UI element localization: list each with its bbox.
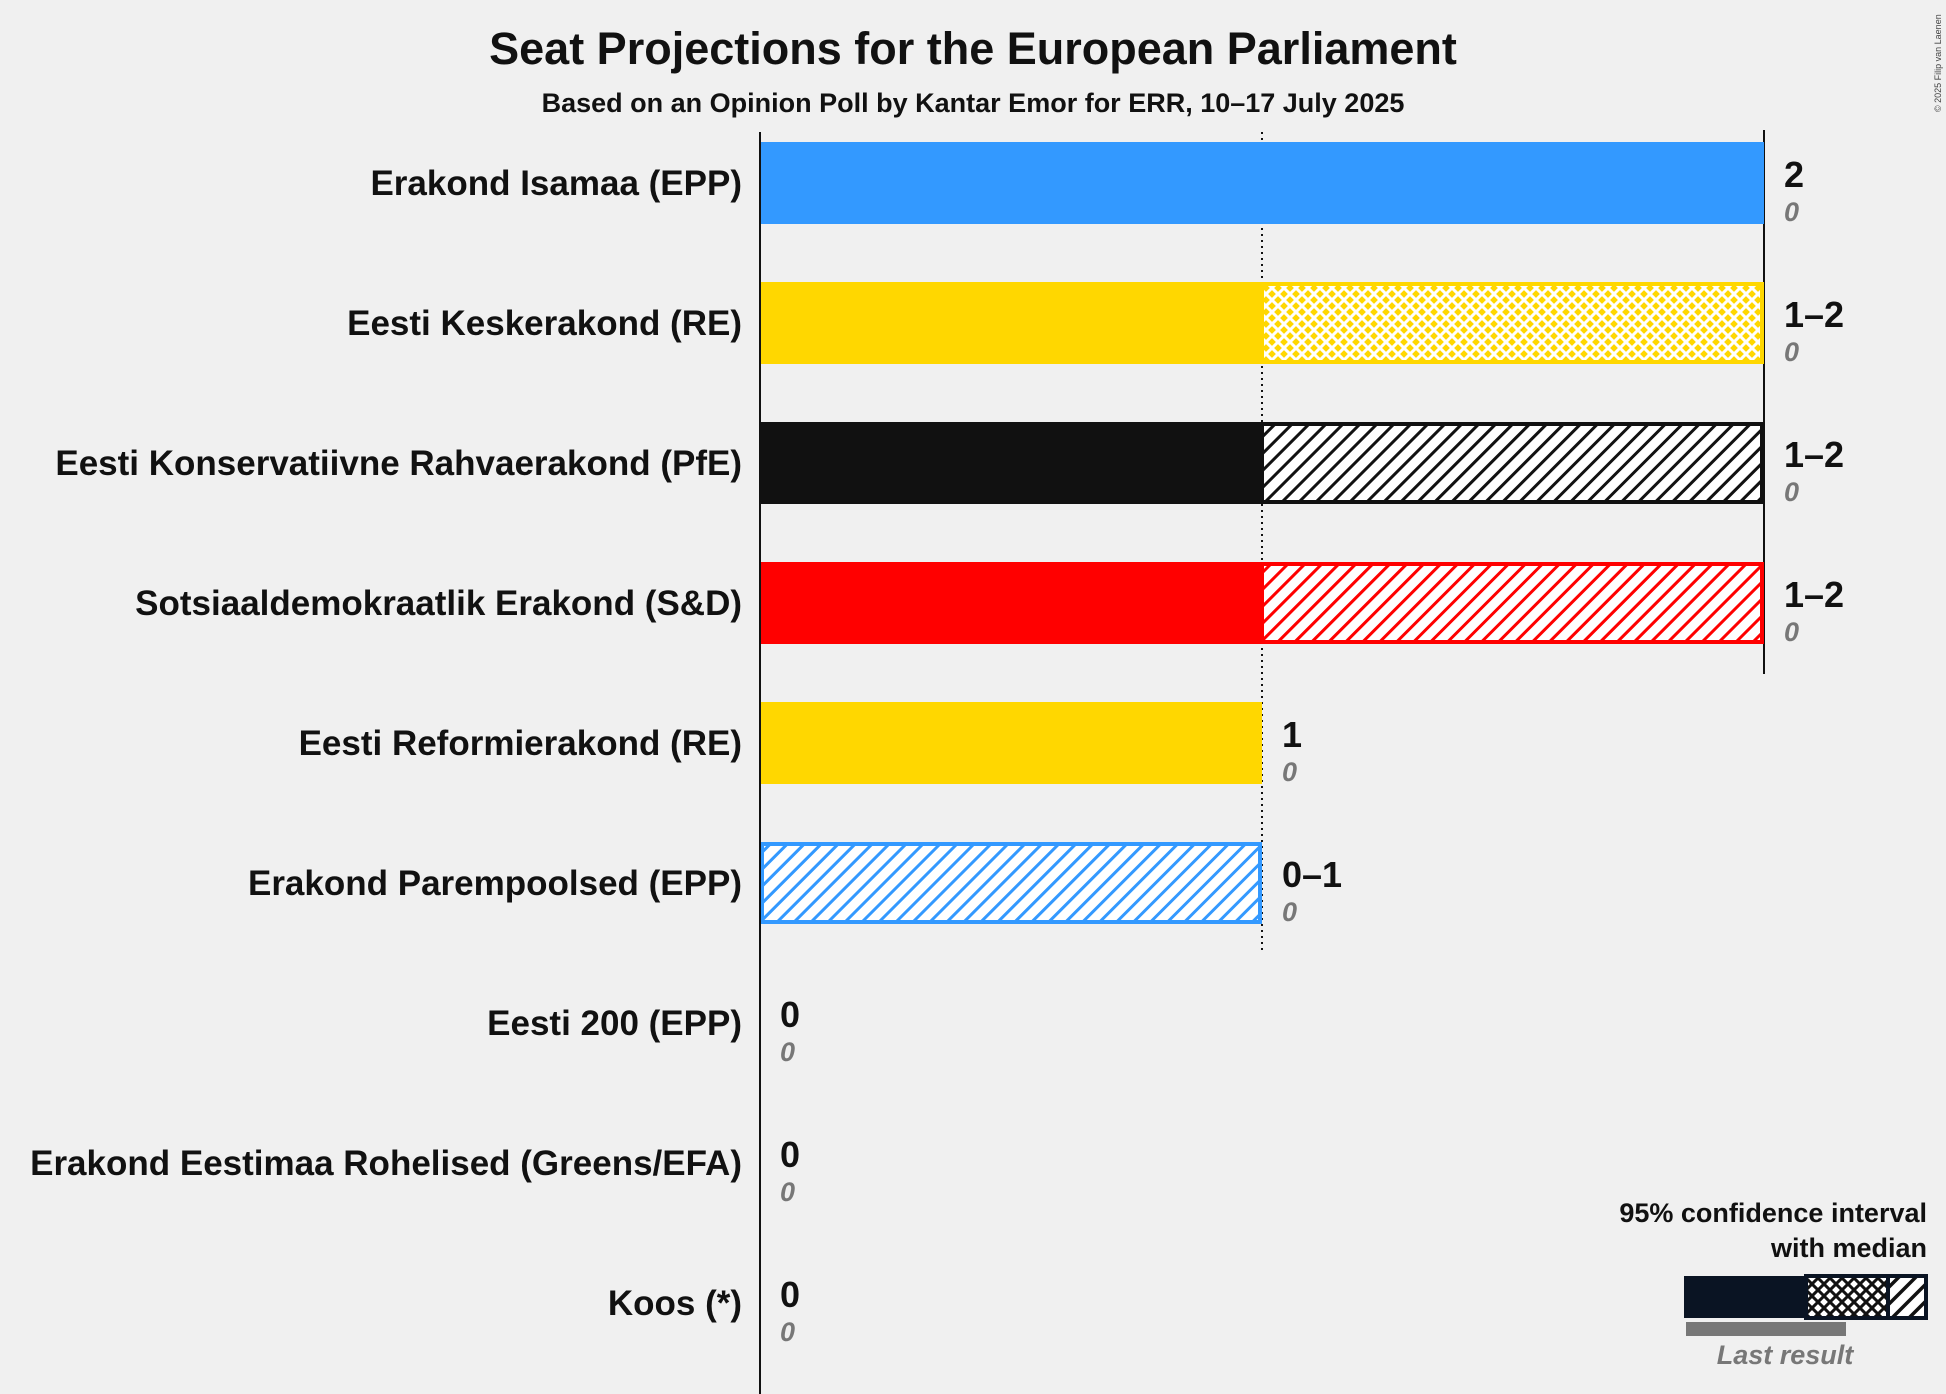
last-result-label: 0 bbox=[1784, 617, 1799, 647]
bar-row: Eesti Keskerakond (RE) 1–20 bbox=[347, 282, 1844, 367]
bar-row: Eesti Reformierakond (RE) 10 bbox=[299, 702, 1302, 787]
bar-row: Sotsiaaldemokraatlik Erakond (S&D) 1–20 bbox=[135, 562, 1844, 647]
bar-row: Eesti Konservatiivne Rahvaerakond (PfE) 1… bbox=[55, 422, 1844, 507]
bar-row: Erakond Isamaa (EPP) 20 bbox=[370, 142, 1804, 227]
bar-row: Erakond Parempoolsed (EPP) 0–10 bbox=[248, 842, 1342, 927]
last-result-label: 0 bbox=[1784, 477, 1799, 507]
bar-row: Erakond Eestimaa Rohelised (Greens/EFA) 0… bbox=[30, 1134, 800, 1207]
bar-median bbox=[760, 562, 1262, 644]
party-label: Eesti Konservatiivne Rahvaerakond (PfE) bbox=[55, 444, 742, 483]
last-result-label: 0 bbox=[1282, 757, 1297, 787]
range-label: 1 bbox=[1282, 714, 1302, 755]
bar-row: Koos (*) 00 bbox=[608, 1274, 800, 1347]
chart-title: Seat Projections for the European Parlia… bbox=[489, 23, 1457, 74]
legend-hatch-swatch bbox=[1886, 1274, 1928, 1320]
bar-median bbox=[760, 702, 1262, 784]
party-label: Eesti Reformierakond (RE) bbox=[299, 724, 742, 763]
legend-last-result-swatch bbox=[1686, 1322, 1846, 1336]
legend-median-swatch bbox=[1684, 1276, 1806, 1318]
party-label: Eesti Keskerakond (RE) bbox=[347, 304, 742, 343]
last-result-label: 0 bbox=[1784, 197, 1799, 227]
bar-row: Eesti 200 (EPP) 00 bbox=[487, 994, 800, 1067]
legend-title-line2: with median bbox=[1770, 1233, 1927, 1263]
bar-interval bbox=[1260, 422, 1764, 504]
legend-crosshatch-swatch bbox=[1804, 1274, 1890, 1320]
legend-title-line1: 95% confidence interval bbox=[1619, 1198, 1927, 1228]
party-label: Sotsiaaldemokraatlik Erakond (S&D) bbox=[135, 584, 742, 623]
bar-interval bbox=[760, 842, 1262, 924]
range-label: 1–2 bbox=[1784, 574, 1844, 615]
range-label: 2 bbox=[1784, 154, 1804, 195]
party-label: Koos (*) bbox=[608, 1284, 742, 1323]
copyright-text: © 2025 Filip van Laenen bbox=[1933, 14, 1943, 112]
party-label: Erakond Parempoolsed (EPP) bbox=[248, 864, 742, 903]
range-label: 0–1 bbox=[1282, 854, 1342, 895]
last-result-label: 0 bbox=[780, 1317, 795, 1347]
legend-last-result-label: Last result bbox=[1717, 1340, 1855, 1370]
range-label: 0 bbox=[780, 1274, 800, 1315]
range-label: 1–2 bbox=[1784, 434, 1844, 475]
party-label: Eesti 200 (EPP) bbox=[487, 1004, 742, 1043]
last-result-label: 0 bbox=[1784, 337, 1799, 367]
bar-median bbox=[760, 422, 1262, 504]
range-label: 1–2 bbox=[1784, 294, 1844, 335]
bar-interval bbox=[1260, 282, 1764, 364]
chart-subtitle: Based on an Opinion Poll by Kantar Emor … bbox=[542, 88, 1405, 118]
last-result-label: 0 bbox=[780, 1037, 795, 1067]
range-label: 0 bbox=[780, 994, 800, 1035]
legend: 95% confidence interval with median Last… bbox=[1619, 1198, 1928, 1370]
bar-median bbox=[760, 142, 1764, 224]
bar-median bbox=[760, 282, 1262, 364]
range-label: 0 bbox=[780, 1134, 800, 1175]
last-result-label: 0 bbox=[1282, 897, 1297, 927]
bar-interval bbox=[1260, 562, 1764, 644]
party-label: Erakond Eestimaa Rohelised (Greens/EFA) bbox=[30, 1144, 742, 1183]
last-result-label: 0 bbox=[780, 1177, 795, 1207]
party-label: Erakond Isamaa (EPP) bbox=[370, 164, 742, 203]
